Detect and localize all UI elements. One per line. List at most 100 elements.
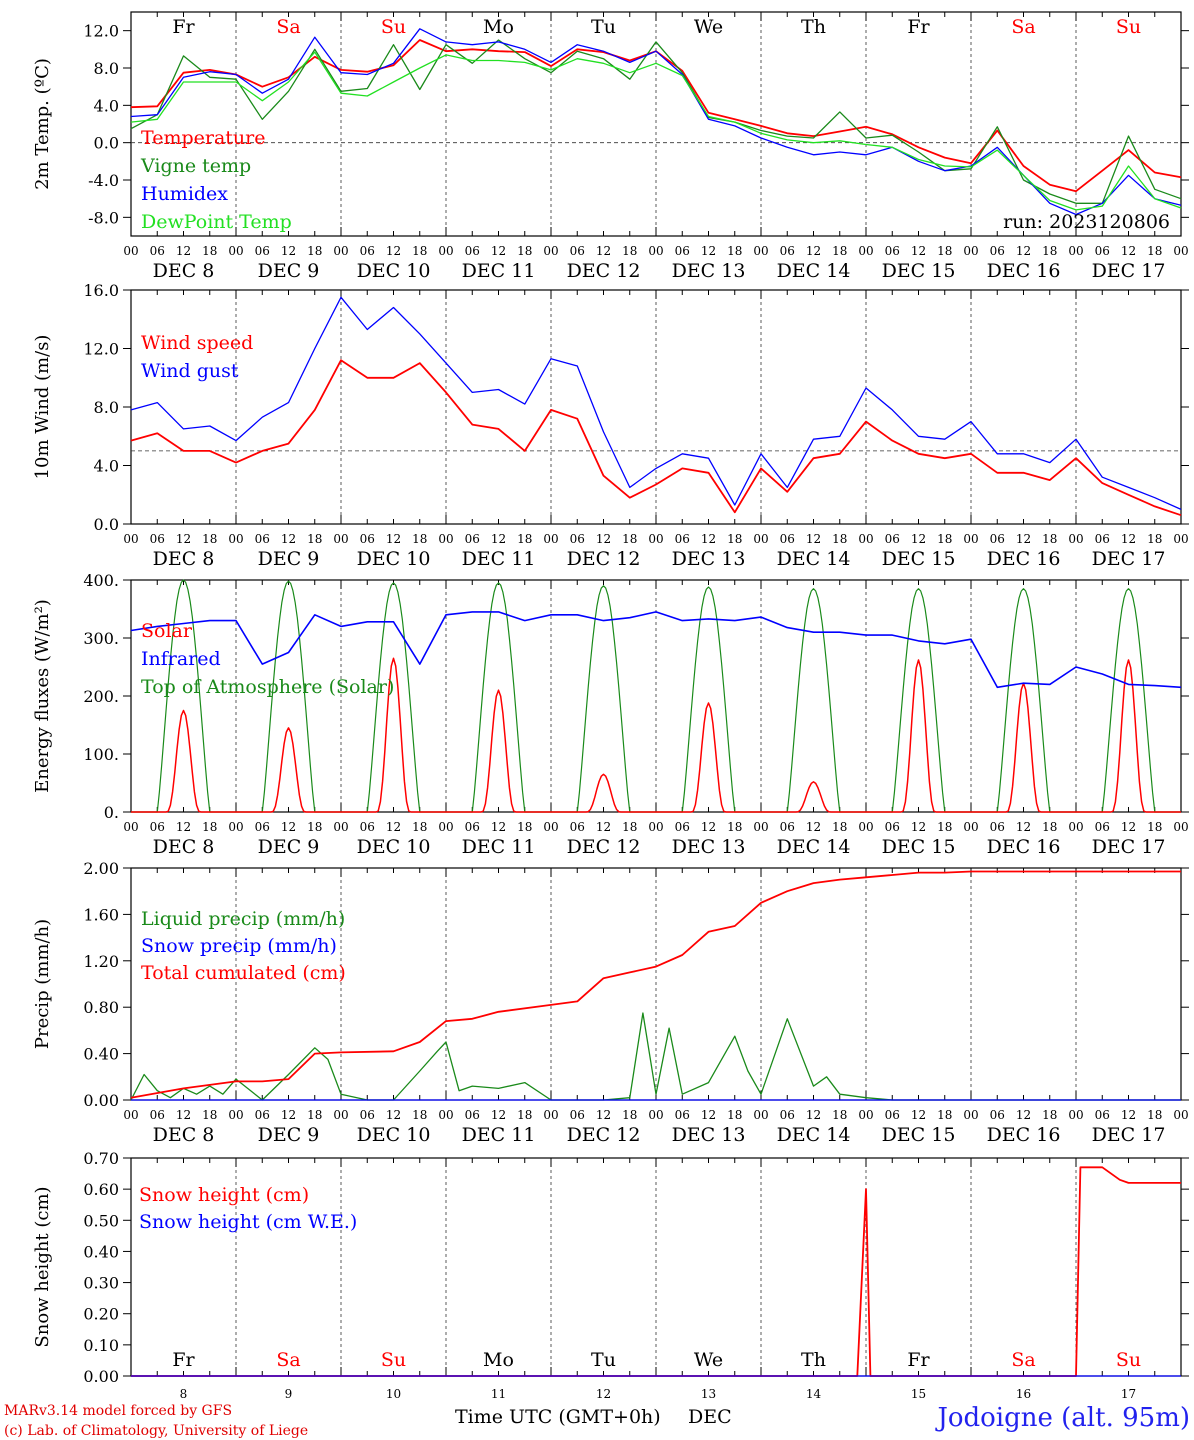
date-label: DEC 14 [777, 548, 851, 570]
date-label: DEC 12 [567, 836, 641, 858]
y-tick-label: 0.70 [83, 1149, 119, 1168]
hour-tick-label: 06 [465, 532, 480, 546]
series-solar [131, 657, 1181, 813]
day-name: Su [381, 16, 406, 38]
legend-entry: Infrared [141, 648, 221, 670]
hour-tick-label: 18 [937, 820, 952, 834]
hour-tick-label: 00 [1173, 1108, 1188, 1122]
date-label: DEC 11 [462, 260, 536, 282]
hour-tick-label: 18 [307, 1108, 322, 1122]
series-group [131, 1166, 1181, 1377]
run-label: run: 2023120806 [1003, 211, 1170, 233]
date-label: DEC 10 [357, 1124, 431, 1146]
hour-tick-label: 06 [990, 244, 1005, 258]
date-label: DEC 14 [777, 836, 851, 858]
hour-tick-label: 00 [1173, 532, 1188, 546]
hour-tick-label: 12 [806, 820, 821, 834]
date-label: DEC 11 [462, 548, 536, 570]
hour-tick-label: 00 [753, 244, 768, 258]
hour-tick-label: 06 [255, 1108, 270, 1122]
hour-tick-label: 12 [176, 244, 191, 258]
hour-tick-label: 12 [806, 532, 821, 546]
y-tick-label: 8.0 [94, 59, 119, 78]
hour-tick-label: 00 [543, 1108, 558, 1122]
hour-tick-label: 00 [543, 532, 558, 546]
y-tick-label: 16.0 [83, 281, 119, 300]
hour-tick-label: 12 [281, 532, 296, 546]
hour-tick-label: 06 [360, 532, 375, 546]
date-label: DEC 16 [987, 1124, 1061, 1146]
panel-4: 2.00 1.60 1.20 0.80 0.40 0.00 Precip (mm/h) 00 0… [32, 859, 1189, 1146]
date-label: DEC 13 [672, 548, 746, 570]
hour-tick-label: 00 [438, 244, 453, 258]
hour-tick-label: 06 [990, 1108, 1005, 1122]
legend: Wind speed Wind gust [141, 332, 253, 382]
hour-tick-label: 06 [675, 244, 690, 258]
series-snow-height-cm [131, 1166, 1181, 1377]
hour-tick-label: 00 [858, 820, 873, 834]
hour-tick-label: 00 [1173, 820, 1188, 834]
y-tick-label: 0.0 [94, 134, 119, 153]
hour-tick-label: 00 [963, 820, 978, 834]
hour-tick-label: 00 [963, 1108, 978, 1122]
hour-tick-label: 06 [360, 244, 375, 258]
day-name: Sa [276, 16, 300, 38]
hour-tick-label: 18 [937, 244, 952, 258]
hour-tick-label: 00 [1068, 532, 1083, 546]
hour-tick-label: 18 [727, 1108, 742, 1122]
hour-tick-label: 12 [386, 1108, 401, 1122]
date-label: DEC 15 [882, 1124, 956, 1146]
y-axis-title: Energy fluxes (W/m²) [32, 599, 53, 793]
hour-tick-label: 12 [1016, 1108, 1031, 1122]
y-tick-label: 0.60 [83, 1180, 119, 1199]
hour-tick-label: 06 [675, 1108, 690, 1122]
day-name: Fr [907, 1349, 930, 1371]
day-name: Sa [1011, 1349, 1035, 1371]
hour-tick-label: 18 [727, 532, 742, 546]
hour-tick-label: 18 [202, 244, 217, 258]
y-tick-label: 1.20 [83, 952, 119, 971]
hour-tick-label: 12 [1121, 532, 1136, 546]
hour-tick-label: 06 [990, 532, 1005, 546]
hour-tick-label: 12 [491, 244, 506, 258]
series-wind-gust [130, 296, 1182, 510]
hour-tick-label: 06 [570, 244, 585, 258]
hour-tick-label: 12 [1016, 820, 1031, 834]
legend-entry: Wind gust [141, 360, 239, 382]
y-tick-label: 300. [83, 629, 119, 648]
copyright-credit: (c) Lab. of Climatology, University of L… [4, 1423, 308, 1439]
hour-tick-label: 18 [937, 532, 952, 546]
hour-tick-label: 12 [281, 244, 296, 258]
hour-tick-label: 00 [1068, 820, 1083, 834]
hour-tick-label: 00 [123, 244, 138, 258]
date-label: DEC 15 [882, 260, 956, 282]
day-number-label: 9 [285, 1387, 293, 1401]
hour-tick-label: 12 [386, 820, 401, 834]
date-label: DEC 13 [672, 1124, 746, 1146]
date-label: DEC 10 [357, 260, 431, 282]
legend-entry: Vigne temp [140, 155, 251, 177]
hour-tick-label: 00 [438, 820, 453, 834]
y-axis-title: Snow height (cm) [32, 1186, 53, 1347]
hour-tick-label: 12 [281, 820, 296, 834]
hour-tick-label: 18 [1147, 244, 1162, 258]
y-tick-label: 12.0 [83, 22, 119, 41]
y-tick-label: 4.0 [94, 457, 119, 476]
y-tick-label: -8.0 [88, 208, 119, 227]
date-label: DEC 8 [153, 548, 215, 570]
legend-entry: Wind speed [141, 332, 253, 354]
hour-tick-label: 18 [307, 532, 322, 546]
date-label: DEC 17 [1092, 548, 1166, 570]
series-dewpoint-temp [130, 51, 1182, 211]
legend: Liquid precip (mm/h) Snow precip (mm/h) To… [141, 908, 346, 984]
legend-entry: Snow precip (mm/h) [141, 935, 337, 957]
day-name: Tu [591, 1349, 616, 1371]
hour-tick-label: 18 [202, 1108, 217, 1122]
date-label: DEC 17 [1092, 1124, 1166, 1146]
date-label: DEC 12 [567, 260, 641, 282]
hour-tick-label: 06 [255, 820, 270, 834]
legend-entry: Total cumulated (cm) [141, 962, 346, 984]
hour-tick-label: 18 [412, 820, 427, 834]
date-label: DEC 10 [357, 836, 431, 858]
hour-tick-label: 06 [570, 820, 585, 834]
